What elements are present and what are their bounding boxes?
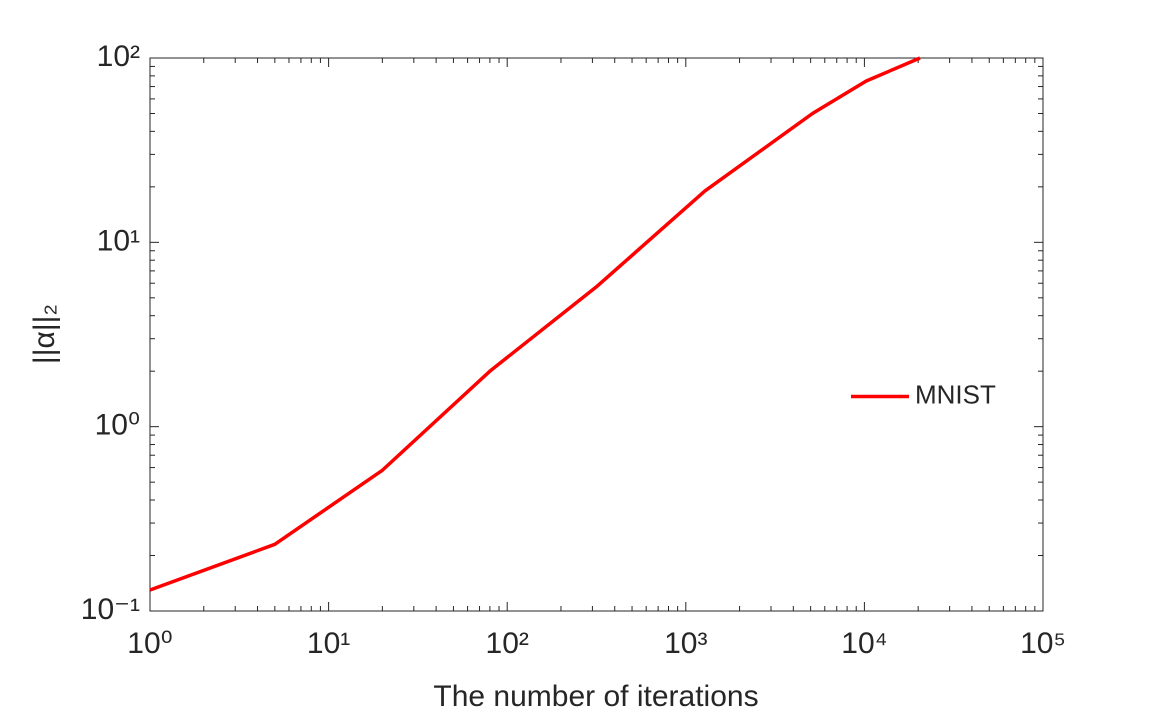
y-tick-label: 10² — [97, 40, 140, 73]
legend-label: MNIST — [915, 379, 996, 409]
x-axis-label: The number of iterations — [433, 680, 758, 713]
y-tick-label: 10⁰ — [95, 409, 140, 442]
x-tick-label: 10⁵ — [1020, 627, 1066, 660]
x-tick-label: 10⁴ — [841, 627, 887, 660]
plot-frame — [149, 57, 1044, 612]
x-tick-label: 10¹ — [307, 627, 350, 660]
y-axis-label: ||α||₂ — [28, 304, 61, 364]
x-tick-label: 10⁰ — [127, 627, 172, 660]
y-tick-label: 10⁻¹ — [81, 593, 140, 626]
x-tick-label: 10³ — [664, 627, 707, 660]
data-line — [149, 56, 921, 592]
x-tick-label: 10² — [486, 627, 529, 660]
y-tick-label: 10¹ — [97, 224, 140, 257]
